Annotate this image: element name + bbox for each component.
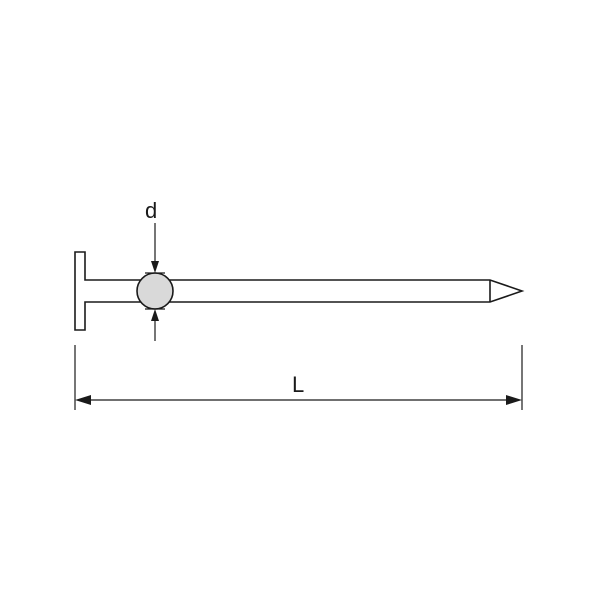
L-arrow-left: [75, 395, 91, 405]
section-circle: [137, 273, 173, 309]
dimension-label-d: d: [145, 198, 157, 224]
d-upper-arrow: [151, 261, 159, 273]
L-arrow-right: [506, 395, 522, 405]
dimension-label-L: L: [292, 372, 304, 398]
d-lower-arrow: [151, 309, 159, 321]
technical-drawing: d L: [0, 0, 600, 600]
drawing-svg: [0, 0, 600, 600]
